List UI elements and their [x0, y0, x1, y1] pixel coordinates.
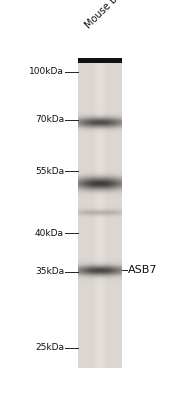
Text: 35kDa: 35kDa — [35, 268, 64, 276]
Text: 100kDa: 100kDa — [29, 68, 64, 76]
Text: 70kDa: 70kDa — [35, 116, 64, 124]
Text: 25kDa: 25kDa — [35, 344, 64, 352]
Bar — [78, 58, 122, 63]
Text: 55kDa: 55kDa — [35, 166, 64, 176]
Text: Mouse brain: Mouse brain — [83, 0, 133, 30]
Text: 40kDa: 40kDa — [35, 228, 64, 238]
Text: ASB7: ASB7 — [128, 265, 157, 275]
